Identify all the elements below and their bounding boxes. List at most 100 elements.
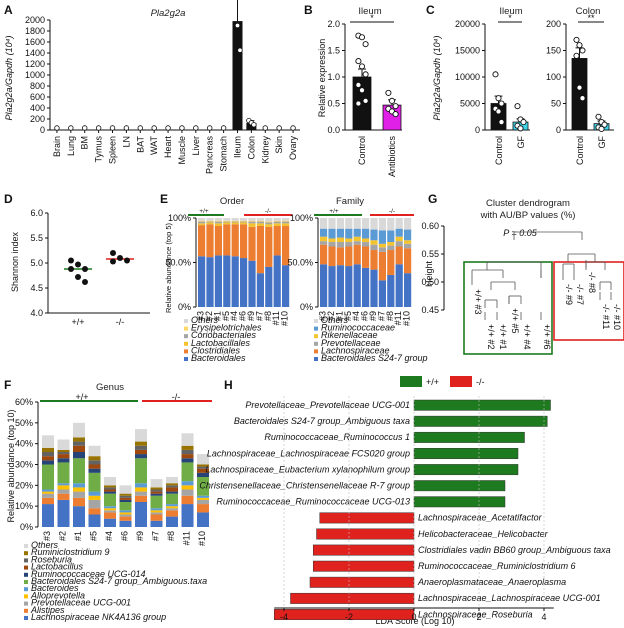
c-ileum-ytick-label: 5000 <box>460 99 480 109</box>
e-order-seg <box>256 273 264 307</box>
h-bar <box>413 464 519 476</box>
f-seg <box>119 520 132 527</box>
a-point-zero <box>137 125 143 131</box>
b-ytick-label: 1.5 <box>327 46 340 56</box>
f-seg <box>166 506 178 509</box>
b-control-point <box>358 87 366 94</box>
e-family-xtick-label: #5 <box>343 311 353 321</box>
e-order-xtick-label: #1 <box>212 311 222 321</box>
e-order-seg <box>248 221 256 224</box>
d-ytick-label: 4.5 <box>30 283 43 293</box>
c-title-ileum: Ileum <box>499 6 522 17</box>
f-legend-label: Lactobacillus <box>31 562 84 572</box>
e-family-legend-swatch <box>314 349 318 354</box>
e-order-seg <box>265 226 273 267</box>
f-legend-label: Alloprevotella <box>30 590 85 600</box>
b-ytick-label: 0.0 <box>327 125 340 135</box>
e-family-seg <box>320 241 328 245</box>
e-order-xtick-label: #10 <box>280 311 290 326</box>
f-seg <box>119 512 132 515</box>
f-seg <box>181 454 194 459</box>
e-family-seg <box>395 228 403 237</box>
a-point-zero <box>179 125 185 131</box>
e-order-xtick-label: #4 <box>229 311 239 321</box>
f-ytick-label: 0% <box>20 522 33 532</box>
f-seg <box>135 445 147 450</box>
f-legend-label: Roseburia <box>31 554 72 564</box>
e-order-legend-label: Lactobacillales <box>191 338 251 348</box>
f-seg <box>166 477 178 484</box>
e-family-xtick-label: #3 <box>318 311 328 321</box>
e-family-xtick-label: #1 <box>334 311 344 321</box>
f-seg <box>166 487 178 492</box>
f-seg <box>73 497 85 507</box>
f-seg <box>135 502 147 527</box>
f-seg <box>42 489 54 492</box>
g-leaf-label: -/- #10 <box>612 304 622 330</box>
f-legend-swatch <box>24 587 28 592</box>
e-order-seg <box>282 226 290 266</box>
f-seg <box>166 516 178 527</box>
a-point-zero <box>290 125 296 131</box>
e-order-seg <box>273 226 281 256</box>
panel-letter-e: E <box>160 192 168 206</box>
g-ytick-label: 0.55 <box>421 249 439 259</box>
h-bar-label: Christensenellaceae_Christensenellaceae … <box>199 481 410 491</box>
d-ytick-label: 4.0 <box>30 308 43 318</box>
e-order-seg <box>198 223 206 226</box>
f-seg <box>42 460 54 465</box>
e-order-seg <box>273 223 281 227</box>
b-title: Ileum <box>358 6 381 17</box>
c-colon-control-point <box>579 95 586 102</box>
e-family-seg <box>395 236 403 242</box>
a-point-zero <box>276 125 282 131</box>
e-order-seg <box>265 221 273 223</box>
e-family-seg <box>362 228 370 239</box>
e-family-xtick-label: #6 <box>360 311 370 321</box>
e-family-seg <box>320 228 328 237</box>
f-legend-label: Ruminiclostridium 9 <box>31 547 110 557</box>
h-xtick-label: -4 <box>280 612 288 622</box>
e-family-seg <box>387 230 395 243</box>
f-seg <box>150 479 163 488</box>
e-order-seg <box>256 226 264 274</box>
c-colon-control-point <box>573 36 580 43</box>
panel-letter-d: D <box>4 192 13 206</box>
f-seg <box>135 487 147 492</box>
e-order-seg <box>231 220 239 222</box>
f-seg <box>197 497 209 500</box>
e-family-seg <box>362 246 370 268</box>
d-ytick-label: 5.0 <box>30 258 43 268</box>
c-colon-control-point <box>576 42 583 49</box>
f-seg <box>197 454 209 465</box>
e-family-seg <box>336 242 344 248</box>
e-order-seg <box>231 221 239 223</box>
d-ylabel: Shannon index <box>10 231 20 292</box>
f-title: Genus <box>96 382 124 393</box>
c-colon-xtick-label: GF <box>597 135 607 148</box>
e-order-seg <box>265 266 273 307</box>
e-family-seg <box>320 218 328 229</box>
e-family-ytick-label: 100% <box>290 213 313 223</box>
h-bar <box>313 560 415 572</box>
panel-letter-a: A <box>4 3 13 17</box>
a-point-zero <box>207 125 213 131</box>
f-seg <box>73 445 85 452</box>
f-seg <box>104 510 116 513</box>
a-point-zero <box>220 125 227 131</box>
e-order-xtick-label: #9 <box>246 311 256 321</box>
a-ytick-label: 1200 <box>25 59 45 69</box>
f-seg <box>73 506 85 527</box>
e-family-seg <box>353 264 361 307</box>
f-legend-label: Prevotellaceae UCG-001 <box>31 598 131 608</box>
h-bar <box>313 544 415 556</box>
c-colon-control-point <box>573 52 580 59</box>
g-leaf-label: +/+ #3 <box>473 289 483 315</box>
g-pvalue: P = 0.05 <box>503 228 537 238</box>
f-seg <box>104 512 116 519</box>
e-title-order: Order <box>220 196 244 207</box>
c-ileum-ytick-label: 15000 <box>455 46 480 56</box>
h-legend-wt: +/+ <box>426 377 439 387</box>
c-colon-gf-point <box>598 125 605 132</box>
e-order-seg <box>282 220 290 222</box>
